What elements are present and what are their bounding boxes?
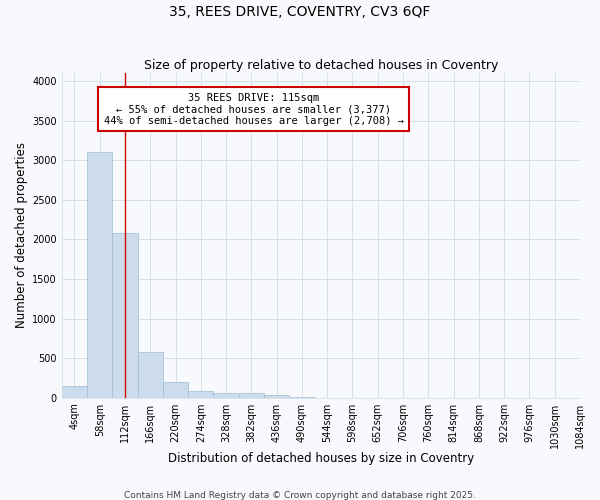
Text: 35 REES DRIVE: 115sqm
← 55% of detached houses are smaller (3,377)
44% of semi-d: 35 REES DRIVE: 115sqm ← 55% of detached … bbox=[104, 92, 404, 126]
Title: Size of property relative to detached houses in Coventry: Size of property relative to detached ho… bbox=[144, 59, 498, 72]
Bar bbox=[87, 152, 112, 398]
Text: 35, REES DRIVE, COVENTRY, CV3 6QF: 35, REES DRIVE, COVENTRY, CV3 6QF bbox=[169, 5, 431, 19]
Bar bbox=[214, 392, 239, 398]
Bar bbox=[264, 396, 289, 398]
X-axis label: Distribution of detached houses by size in Coventry: Distribution of detached houses by size … bbox=[168, 452, 474, 465]
Bar bbox=[112, 233, 137, 398]
Bar bbox=[289, 397, 314, 398]
Bar bbox=[163, 382, 188, 398]
Bar bbox=[62, 386, 87, 398]
Text: Contains HM Land Registry data © Crown copyright and database right 2025.: Contains HM Land Registry data © Crown c… bbox=[124, 490, 476, 500]
Bar bbox=[239, 394, 264, 398]
Bar bbox=[188, 390, 214, 398]
Bar bbox=[137, 352, 163, 398]
Y-axis label: Number of detached properties: Number of detached properties bbox=[15, 142, 28, 328]
